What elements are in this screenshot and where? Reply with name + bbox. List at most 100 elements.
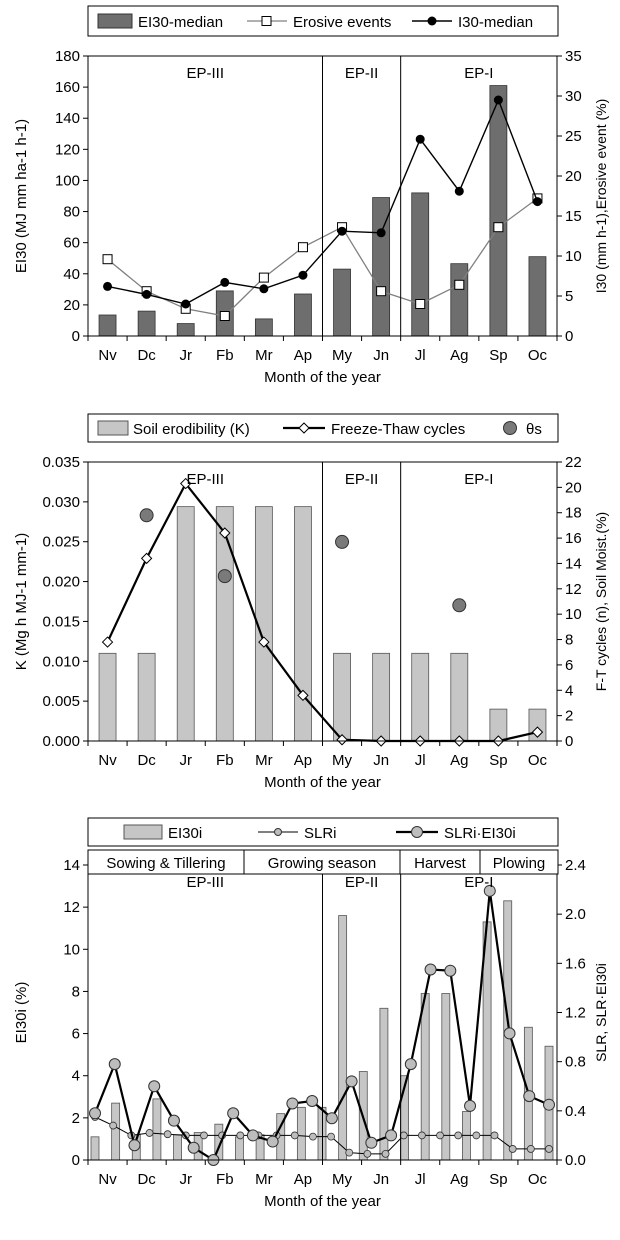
right-tick-label: 22 — [565, 454, 582, 471]
month-label: Sp — [489, 347, 507, 364]
stage-label: Sowing & Tillering — [106, 855, 225, 872]
period-label: EP-I — [464, 471, 493, 488]
bar-soil-erodibility — [450, 652, 469, 742]
y-axis-title-left: EI30 (MJ mm ha-1 h-1) — [13, 119, 30, 273]
right-tick-label: 35 — [565, 48, 582, 65]
period-label: EP-III — [186, 65, 224, 82]
point-i30-median — [454, 186, 464, 196]
point-erosive-events — [219, 311, 230, 321]
left-tick-label: 0.030 — [42, 494, 80, 511]
month-label: Fb — [216, 1171, 234, 1188]
bar-soil-erodibility — [215, 506, 234, 742]
period-label: EP-II — [345, 65, 378, 82]
point-freeze-thaw — [531, 726, 544, 738]
bar-ei30-median — [489, 85, 508, 337]
right-tick-label: 2 — [565, 708, 573, 725]
right-tick-label: 15 — [565, 208, 582, 225]
right-tick-label: 0 — [565, 328, 573, 345]
point-erosive-events — [493, 222, 504, 233]
y-axis-title-left: EI30i (%) — [13, 982, 30, 1044]
bar-ei30i — [338, 915, 348, 1161]
month-label: My — [332, 1171, 352, 1188]
legend-swatch-slri-marker — [274, 828, 282, 836]
point-slri — [436, 1131, 444, 1140]
right-tick-label: 0.8 — [565, 1054, 586, 1071]
point-slri — [454, 1131, 463, 1140]
right-tick-label: 8 — [565, 632, 573, 649]
bar-ei30-median — [411, 192, 430, 337]
point-erosive-events — [102, 254, 113, 265]
point-slri-ei30i — [385, 1129, 398, 1142]
month-label: Mr — [255, 1171, 273, 1188]
point-slri-ei30i — [543, 1098, 555, 1111]
point-slri-ei30i — [108, 1058, 121, 1071]
legend-swatch-prod-marker — [411, 826, 423, 838]
point-slri-ei30i — [325, 1112, 338, 1125]
right-tick-label: 2.0 — [565, 906, 586, 923]
point-i30-median — [376, 228, 386, 238]
left-tick-label: 160 — [55, 79, 80, 96]
bar-ei30-median — [528, 256, 547, 337]
month-label: Ap — [294, 1171, 312, 1188]
point-slri-ei30i — [345, 1075, 358, 1088]
bar-soil-erodibility — [372, 652, 391, 742]
month-label: Sp — [489, 752, 507, 769]
bar-ei30-median — [176, 323, 195, 337]
bar-ei30i — [90, 1136, 100, 1161]
right-tick-label: 2.4 — [565, 857, 586, 874]
stage-label: Growing season — [268, 855, 376, 872]
bar-ei30-median — [333, 268, 351, 337]
point-slri-ei30i — [148, 1080, 161, 1093]
point-i30-median — [298, 270, 308, 280]
left-tick-label: 10 — [63, 941, 80, 958]
right-tick-label: 20 — [565, 168, 582, 185]
point-slri-ei30i — [365, 1136, 378, 1149]
point-freeze-thaw — [140, 552, 153, 565]
legend-label: Soil erodibility (K) — [133, 421, 250, 438]
month-label: Fb — [216, 347, 234, 364]
left-tick-label: 0.025 — [42, 534, 80, 551]
y-axis-title-right: SLR, SLR·EI30i — [593, 963, 609, 1062]
point-i30-median — [259, 284, 269, 294]
legend-swatch-ei30i — [123, 824, 163, 840]
x-axis-title: Month of the year — [264, 774, 381, 791]
month-label: Ag — [450, 1171, 468, 1188]
left-tick-label: 100 — [55, 172, 80, 189]
month-label: My — [332, 347, 352, 364]
month-label: Jl — [415, 752, 426, 769]
point-i30-median — [142, 289, 152, 299]
point-erosive-events — [376, 286, 387, 297]
legend-swatch-events-marker — [261, 16, 272, 26]
point-slri-ei30i — [523, 1090, 536, 1103]
legend-label: Erosive events — [293, 14, 391, 31]
point-slri-ei30i — [424, 963, 437, 976]
point-freeze-thaw — [219, 527, 231, 539]
legend-label: EI30i — [168, 825, 202, 842]
x-axis-title: Month of the year — [264, 369, 381, 386]
bar-soil-erodibility — [411, 652, 430, 742]
stage-label: Harvest — [414, 855, 467, 872]
point-slri-ei30i — [167, 1114, 180, 1127]
left-tick-label: 20 — [63, 297, 80, 314]
point-i30-median — [493, 95, 503, 105]
point-i30-median — [181, 299, 191, 309]
point-erosive-events — [297, 242, 308, 253]
legend-box — [87, 5, 559, 37]
point-erosive-events — [454, 279, 465, 290]
bar-ei30-median — [98, 314, 117, 337]
right-tick-label: 1.2 — [565, 1005, 586, 1022]
bar-soil-erodibility — [176, 506, 195, 742]
bar-soil-erodibility — [333, 652, 351, 742]
month-label: Nv — [98, 347, 117, 364]
month-label: Jn — [373, 1171, 389, 1188]
point-slri — [145, 1129, 154, 1137]
point-slri — [163, 1130, 172, 1139]
month-label: Jl — [415, 1171, 426, 1188]
y-axis-title-right: I30 (mm h-1),Erosive event (%) — [593, 99, 609, 294]
point-theta-s — [452, 598, 467, 613]
bar-ei30-median — [294, 293, 312, 337]
legend-swatch-theta — [503, 421, 517, 435]
period-label: EP-II — [345, 471, 378, 488]
point-slri — [508, 1145, 517, 1153]
